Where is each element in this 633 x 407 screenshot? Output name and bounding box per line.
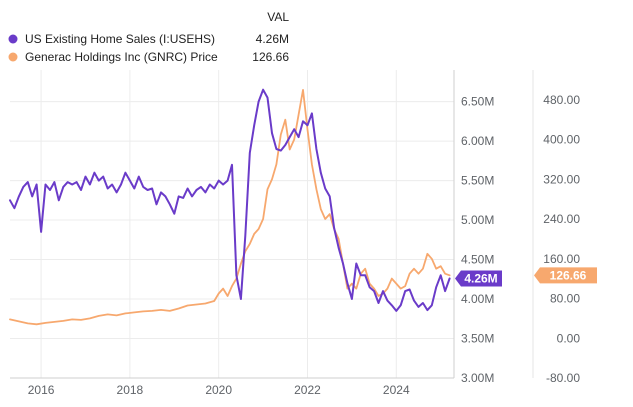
left-tick-label-3: 4.50M <box>461 253 494 267</box>
left-tick-label-0: 3.00M <box>461 371 494 385</box>
right-axis-ticks: -80.00 0.00 80.00 160.00 240.00 320.00 400.00 4… <box>543 93 580 385</box>
left-tick-label-1: 3.50M <box>461 332 494 346</box>
badge-gnrc-value: 126.66 <box>550 268 587 282</box>
legend: VAL US Existing Home Sales (I:USEHS) 4.2… <box>8 10 289 64</box>
legend-value-gnrc: 126.66 <box>252 50 289 64</box>
right-tick-label-2: 80.00 <box>550 292 580 306</box>
x-tick-label-1: 2018 <box>117 383 144 397</box>
x-axis-ticks: 2016 2018 2020 2022 2024 <box>28 383 410 397</box>
legend-label-gnrc: Generac Holdings Inc (GNRC) Price <box>25 50 218 64</box>
right-tick-label-1: 0.00 <box>557 331 581 345</box>
right-tick-label-7: 480.00 <box>543 93 580 107</box>
x-tick-label-3: 2022 <box>294 383 321 397</box>
left-tick-label-2: 4.00M <box>461 292 494 306</box>
left-tick-label-6: 6.00M <box>461 134 494 148</box>
right-tick-label-3: 160.00 <box>543 252 580 266</box>
legend-label-home-sales: US Existing Home Sales (I:USEHS) <box>25 32 215 46</box>
legend-value-home-sales: 4.26M <box>256 32 289 46</box>
left-tick-label-7: 6.50M <box>461 95 494 109</box>
left-tick-label-5: 5.50M <box>461 174 494 188</box>
right-tick-label-5: 320.00 <box>543 172 580 186</box>
right-tick-label-0: -80.00 <box>546 371 580 385</box>
badge-gnrc <box>534 267 597 284</box>
badge-home-sales-value: 4.26M <box>464 271 497 285</box>
badge-home-sales <box>455 270 502 287</box>
grid-lines <box>10 70 454 379</box>
legend-marker-gnrc <box>8 52 18 62</box>
x-tick-label-4: 2024 <box>383 383 410 397</box>
right-tick-label-6: 400.00 <box>543 133 580 147</box>
x-tick-label-0: 2016 <box>28 383 55 397</box>
series-lines <box>9 88 451 326</box>
left-axis-ticks: 3.00M 3.50M 4.00M 4.50M 5.00M 5.50M 6.00M 6.50M <box>461 95 494 385</box>
x-tick-label-2: 2020 <box>205 383 232 397</box>
last-value-badges: 4.26M 126.66 <box>455 267 597 287</box>
series-line-home-sales <box>9 88 451 312</box>
left-tick-label-4: 5.00M <box>461 213 494 227</box>
right-tick-label-4: 240.00 <box>543 212 580 226</box>
legend-header: VAL <box>267 10 289 24</box>
series-line-gnrc <box>9 89 451 326</box>
legend-marker-home-sales <box>8 34 18 44</box>
